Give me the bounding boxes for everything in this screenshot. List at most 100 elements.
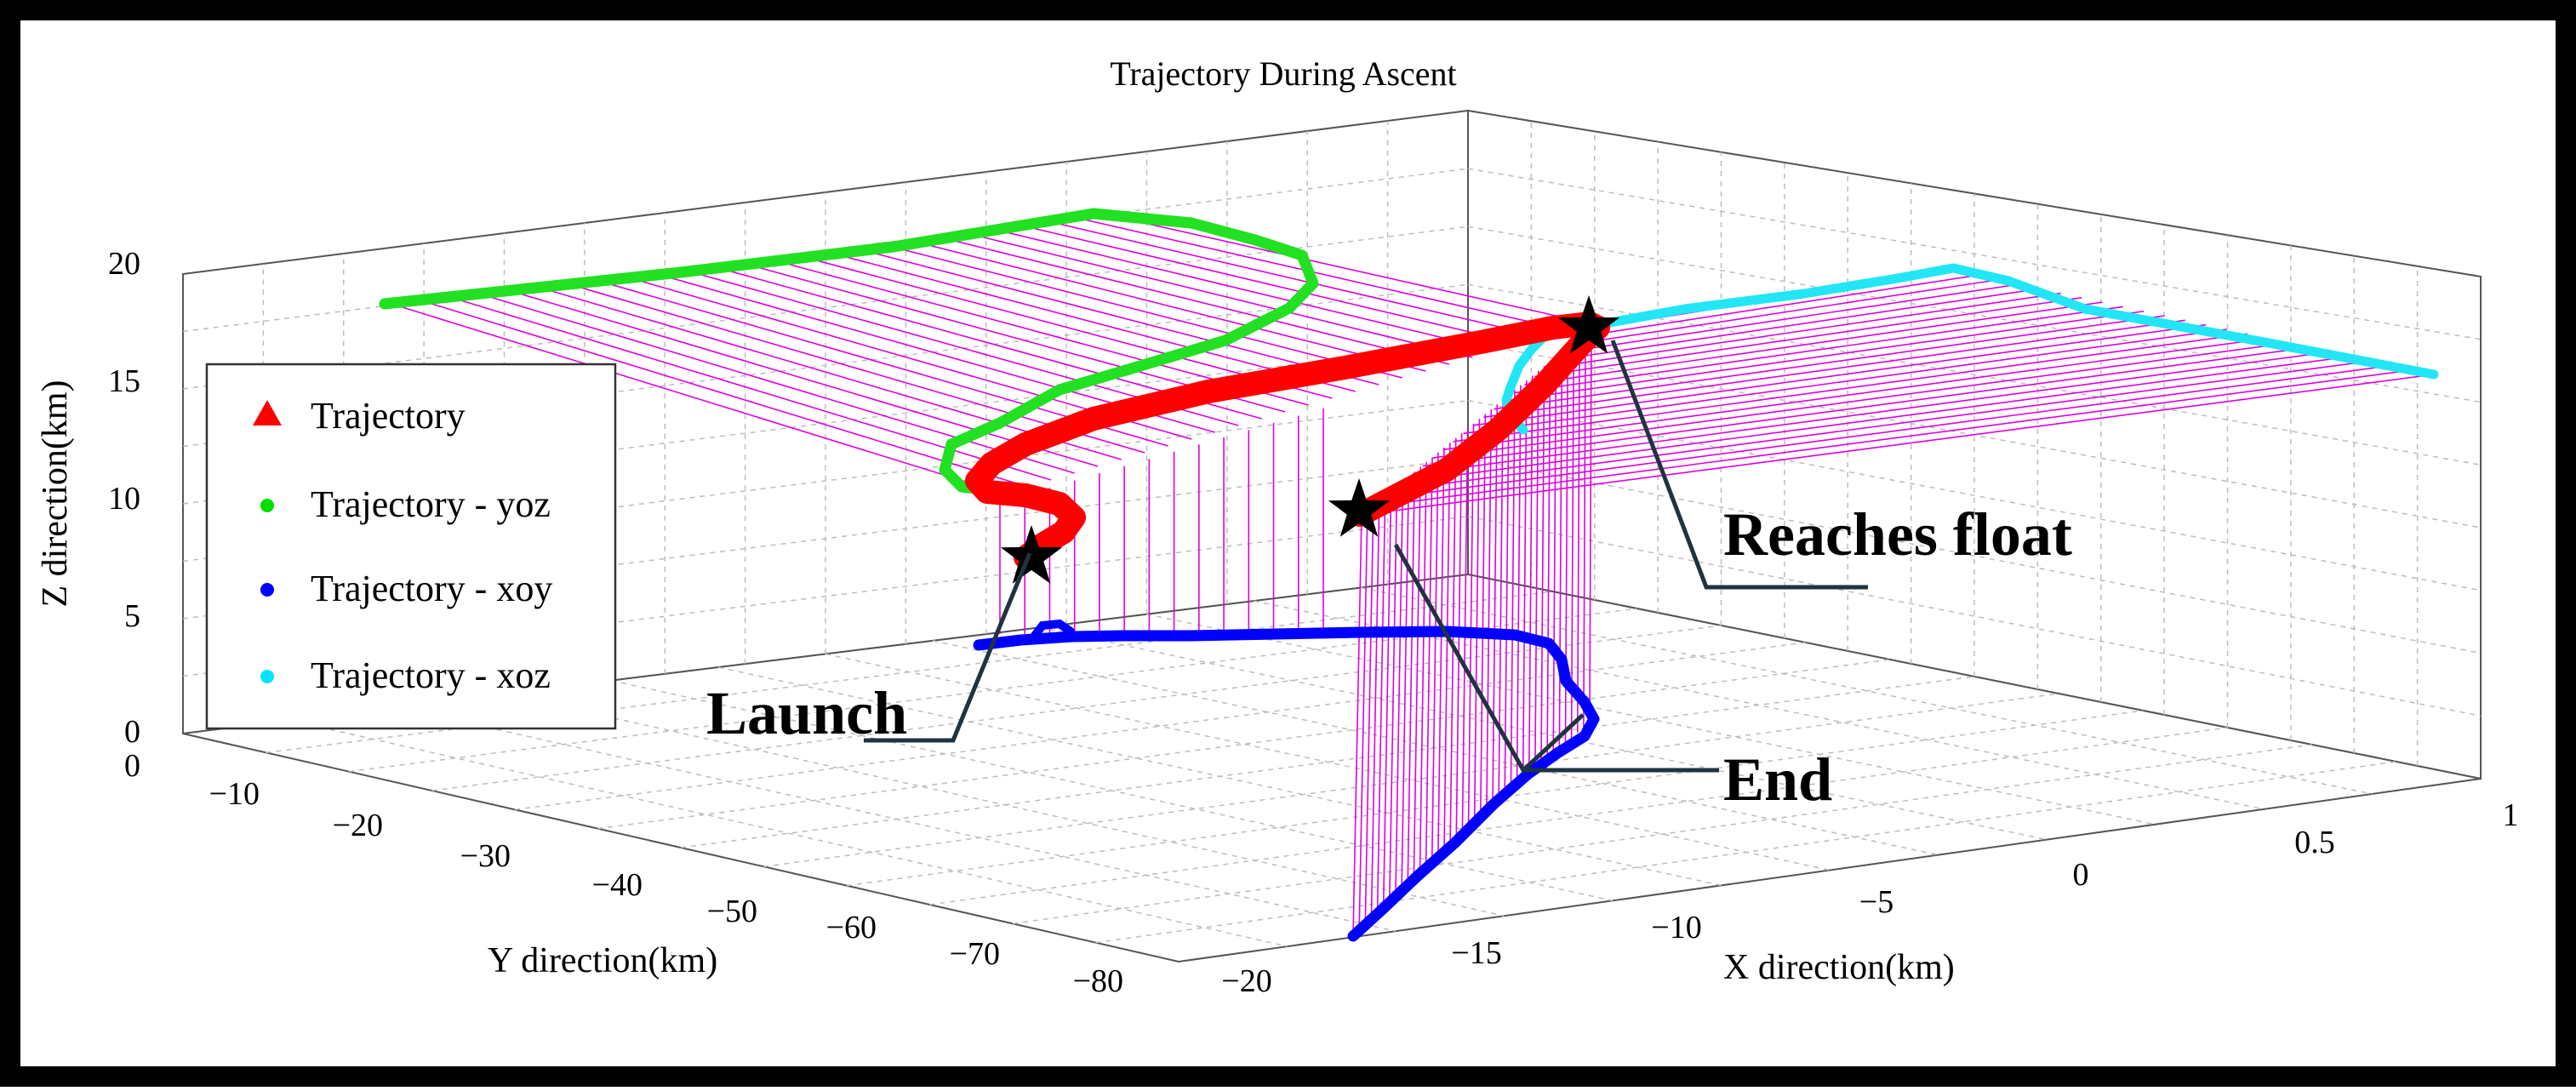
projection-line [1585, 274, 1979, 337]
z-tick: 10 [108, 481, 140, 517]
trajectory-curves [379, 208, 2439, 942]
legend-dot-icon-xoz [260, 670, 274, 683]
projection-line [1565, 283, 2020, 353]
x-tick: 0 [2073, 857, 2089, 893]
float-star-icon [1557, 295, 1620, 354]
projection-line [1510, 390, 1516, 794]
projection-line [962, 231, 1473, 358]
projection-line [1516, 385, 1522, 788]
grid-line [1467, 226, 2482, 403]
projection-line [1020, 224, 1520, 345]
legend-triangle-icon [253, 400, 282, 426]
series-trajectory-xoy-loop [1030, 619, 1075, 641]
projection-line [1432, 342, 2289, 459]
grid-line [289, 719, 1288, 947]
projection-line [1371, 368, 2413, 508]
projection-line [1364, 505, 1374, 926]
grid-line [348, 608, 1637, 773]
projection-line [1534, 297, 2082, 378]
y-tick: −60 [826, 910, 877, 945]
projection-line [1105, 214, 1591, 324]
grid-line [1467, 516, 2482, 717]
projection-line [905, 238, 1426, 372]
y-tick: −50 [707, 894, 757, 929]
grid-line [1467, 283, 2482, 466]
grid-line [611, 679, 1614, 902]
series-trajectory-yoz [379, 208, 1319, 500]
projection-line [1455, 433, 1463, 843]
projection-line [1358, 510, 1368, 931]
projection-line [1401, 476, 1410, 893]
projection-line [1545, 292, 2061, 369]
legend-label-xoz: Trajectory - xoz [311, 654, 551, 696]
projection-line [1442, 337, 2269, 451]
z-tick: 20 [108, 246, 140, 282]
projection-line [1473, 323, 2207, 426]
chart-title: Trajectory During Ascent [1110, 54, 1456, 93]
annotation-end: End [1723, 745, 1832, 814]
end-leader-branch [1522, 713, 1585, 772]
grid-line [1467, 458, 2482, 654]
annotation-leaders [864, 340, 1868, 773]
legend: Trajectory Trajectory - yoz Trajectory -… [205, 363, 617, 730]
projection-line [1583, 332, 1586, 728]
grid-line [932, 640, 1939, 856]
grid-line [1467, 399, 2482, 591]
x-tick: −20 [1221, 963, 1271, 999]
grid-line [1467, 168, 2482, 340]
projection-line [1555, 288, 2041, 362]
projection-line [477, 292, 1075, 474]
projection-line [1504, 394, 1510, 799]
projection-line [820, 249, 1357, 392]
projection-line [1504, 310, 2145, 402]
y-tick: −40 [592, 867, 643, 903]
grid-line [825, 653, 1831, 871]
projection-line [1494, 315, 2165, 410]
projection-line [534, 285, 1122, 460]
projection-line [1552, 356, 1557, 755]
annotation-launch: Launch [706, 679, 907, 747]
y-tick-labels: 0 −10 −20 −30 −40 −50 −60 −70 −80 [124, 748, 1123, 999]
projection-line [1546, 361, 1551, 761]
projection-line [1522, 380, 1528, 783]
float-leader-line [1610, 340, 1868, 590]
y-tick: 0 [124, 748, 140, 784]
projection-line [1570, 341, 1575, 739]
grid-line [504, 693, 1505, 917]
grid-line [929, 727, 2228, 905]
legend-label-yoz: Trajectory - yoz [311, 483, 551, 525]
projection-line [1413, 466, 1422, 882]
y-tick: −10 [209, 776, 260, 812]
projection-line [1574, 278, 1999, 345]
projection-line [1558, 351, 1563, 750]
legend-dot-icon-yoz [260, 499, 274, 512]
projection-line [848, 246, 1379, 386]
z-axis-label: Z direction(km) [36, 380, 75, 607]
legend-label-xoy: Trajectory - xoy [311, 568, 552, 609]
grid-line [1361, 586, 2373, 795]
projection-line [1407, 471, 1416, 887]
projection-line [1498, 399, 1504, 804]
projection-line [1431, 452, 1439, 865]
projection-line [1425, 457, 1433, 871]
projection-line [1589, 327, 1592, 723]
x-tick: −15 [1451, 935, 1501, 971]
grid-line [182, 226, 1469, 390]
projection-line [1382, 490, 1392, 909]
grid-line [1095, 761, 2396, 944]
projection-line [1422, 346, 2310, 467]
projection-line [1443, 443, 1451, 854]
projection-line [1540, 366, 1545, 766]
legend-dot-icon-xoy [260, 583, 274, 597]
projection-line [1486, 408, 1493, 815]
y-tick: −80 [1073, 963, 1123, 999]
projection-line [1473, 419, 1481, 826]
launch-leader-line [864, 552, 1032, 743]
x-tick-labels: −20 −15 −10 −5 0 0.5 1 [1221, 797, 2518, 999]
projection-line [1576, 337, 1580, 733]
x-tick: 0.5 [2294, 825, 2335, 860]
projection-line [1524, 301, 2103, 386]
grid-line [1039, 626, 2048, 841]
